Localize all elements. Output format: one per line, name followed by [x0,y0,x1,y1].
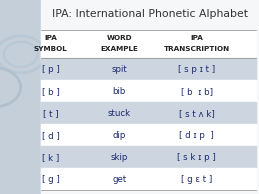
Text: IPA: IPA [190,35,203,41]
Text: [ t ]: [ t ] [43,109,58,118]
Text: skip: skip [110,153,128,162]
Bar [41,58,256,80]
Text: [ b ]: [ b ] [42,87,59,96]
Text: [ d ɪ p  ]: [ d ɪ p ] [179,131,214,140]
Text: TRANSCRIPTION: TRANSCRIPTION [164,46,230,52]
Text: [ g ε t ]: [ g ε t ] [181,175,212,184]
Bar [0,0,41,194]
Text: [ s k ɪ p ]: [ s k ɪ p ] [177,153,216,162]
Text: IPA: IPA [44,35,57,41]
Text: [ d ]: [ d ] [42,131,59,140]
Bar [41,124,256,146]
Text: [ k ]: [ k ] [42,153,59,162]
Text: get: get [112,175,126,184]
Bar [41,168,256,190]
Text: IPA: International Phonetic Alphabet: IPA: International Phonetic Alphabet [52,9,248,19]
Text: [ s p ɪ t ]: [ s p ɪ t ] [178,65,215,74]
Text: dip: dip [112,131,126,140]
Bar [41,30,256,58]
Text: [ g ]: [ g ] [42,175,59,184]
Text: [ s t ʌ k]: [ s t ʌ k] [179,109,215,118]
Text: bib: bib [112,87,126,96]
Bar [41,80,256,102]
Bar [41,0,259,194]
Text: stuck: stuck [107,109,131,118]
Text: spit: spit [111,65,127,74]
Text: [ p ]: [ p ] [42,65,59,74]
Text: SYMBOL: SYMBOL [34,46,67,52]
Text: EXAMPLE: EXAMPLE [100,46,138,52]
Text: [ b  ɪ b]: [ b ɪ b] [181,87,213,96]
Bar [41,146,256,168]
Text: WORD: WORD [106,35,132,41]
Bar [41,102,256,124]
